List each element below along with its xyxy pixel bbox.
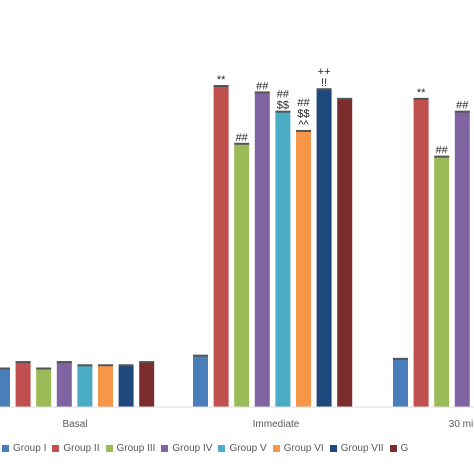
annotation-9: ++	[318, 66, 331, 78]
bar-group-i-immediate	[193, 355, 208, 407]
legend-label: Group V	[229, 443, 267, 455]
error-cap-group-i-immediate	[193, 354, 208, 357]
category-labels: Basal Immediate 30 mi	[62, 419, 473, 430]
bar-group-v-immediate	[275, 111, 291, 408]
legend-item-group-vi: Group VI	[272, 443, 324, 455]
legend-swatch-group-iv	[161, 445, 169, 453]
bar-group-vi-immediate	[296, 130, 311, 407]
annotation-6: $$	[297, 108, 309, 120]
annotation-1: ##	[236, 132, 249, 144]
annotation-12: ##	[456, 100, 469, 112]
legend-item-group-iii: Group III	[105, 443, 156, 455]
legend: Group I Group II Group III Group IV Group V G…	[2, 440, 474, 458]
bar-group-vi-basal	[98, 365, 113, 407]
bar-group-ii-immediate	[213, 86, 229, 407]
category-label-30-mi: 30 mi	[449, 419, 473, 430]
legend-item-group-iv: Group IV	[161, 443, 212, 454]
bar-group-vii-basal	[118, 365, 134, 407]
legend-swatch-group-viii	[389, 445, 397, 453]
error-cap-group-vi-immediate	[296, 129, 311, 132]
error-cap-group-vii-immediate	[316, 88, 332, 91]
error-cap-group-vi-basal	[98, 364, 113, 367]
bar-group-i-basal	[0, 368, 10, 407]
legend-swatch-group-v	[218, 445, 226, 453]
legend-item-group-v: Group V	[218, 443, 267, 455]
legend-item-group-viii: G	[389, 443, 409, 455]
error-cap-group-v-basal	[77, 364, 93, 367]
bar-group-iv-30-mi	[454, 111, 470, 408]
error-cap-group-vii-basal	[118, 364, 134, 367]
bar-group-v-basal	[77, 365, 93, 407]
annotation-7: ##	[297, 97, 310, 109]
bar-group-iv-immediate	[254, 92, 270, 408]
bar-group-viii-immediate	[337, 98, 353, 407]
error-cap-group-iv-immediate	[254, 91, 270, 94]
error-cap-group-v-immediate	[275, 110, 291, 113]
legend-swatch-group-i	[2, 445, 9, 453]
legend-swatch-group-iii	[105, 445, 113, 453]
error-cap-group-i-basal	[0, 367, 10, 370]
legend-label: Group IV	[172, 443, 213, 455]
bar-group-viii-basal	[139, 362, 155, 407]
annotation-2: ##	[256, 80, 269, 92]
error-cap-group-iv-30-mi	[454, 110, 470, 113]
bar-group-ii-30-mi	[413, 98, 429, 407]
annotation-0: **	[217, 74, 226, 86]
legend-label: Group III	[116, 443, 156, 455]
annotation-4: ##	[277, 89, 290, 101]
bar-group-iii-30-mi	[434, 156, 450, 407]
bar-group-iii-immediate	[234, 143, 250, 407]
annotation-3: $$	[277, 100, 289, 112]
category-label-basal: Basal	[62, 419, 87, 430]
bar-group-vii-immediate	[316, 89, 332, 408]
error-cap-group-ii-immediate	[213, 85, 229, 87]
annotation-11: ##	[436, 145, 449, 157]
bar-group-iii-basal	[36, 368, 52, 407]
legend-label: G	[400, 443, 409, 455]
annotation-10: **	[417, 87, 426, 99]
annotations-layer: **####$$##^^$$##!!++**####	[217, 66, 469, 156]
legend-label: Group I	[13, 443, 47, 455]
legend-swatch-group-vii	[329, 445, 337, 453]
bars-layer	[0, 85, 470, 408]
error-cap-group-iii-30-mi	[434, 155, 450, 158]
bar-group-i-30-mi	[393, 358, 408, 407]
error-cap-group-iv-basal	[56, 361, 72, 364]
bar-group-ii-basal	[15, 362, 31, 407]
annotation-8: !!	[321, 77, 327, 89]
legend-item-group-ii: Group II	[52, 443, 100, 455]
error-cap-group-ii-30-mi	[413, 97, 429, 100]
error-cap-group-ii-basal	[15, 361, 31, 364]
error-cap-group-iii-basal	[36, 367, 52, 370]
legend-item-group-vii: Group VII	[329, 443, 384, 455]
category-label-immediate: Immediate	[253, 419, 300, 430]
legend-swatch-group-ii	[52, 445, 60, 453]
error-cap-group-viii-basal	[139, 361, 155, 364]
error-cap-group-viii-immediate	[337, 97, 353, 100]
error-cap-group-iii-immediate	[234, 142, 250, 145]
legend-item-group-i: Group I	[2, 443, 46, 454]
legend-label: Group VI	[283, 443, 324, 455]
annotation-5: ^^	[298, 119, 309, 131]
legend-label: Group VII	[340, 443, 384, 455]
error-cap-group-i-30-mi	[393, 357, 408, 360]
bar-group-iv-basal	[56, 362, 72, 407]
legend-label: Group II	[63, 443, 100, 455]
legend-swatch-group-vi	[272, 445, 280, 453]
